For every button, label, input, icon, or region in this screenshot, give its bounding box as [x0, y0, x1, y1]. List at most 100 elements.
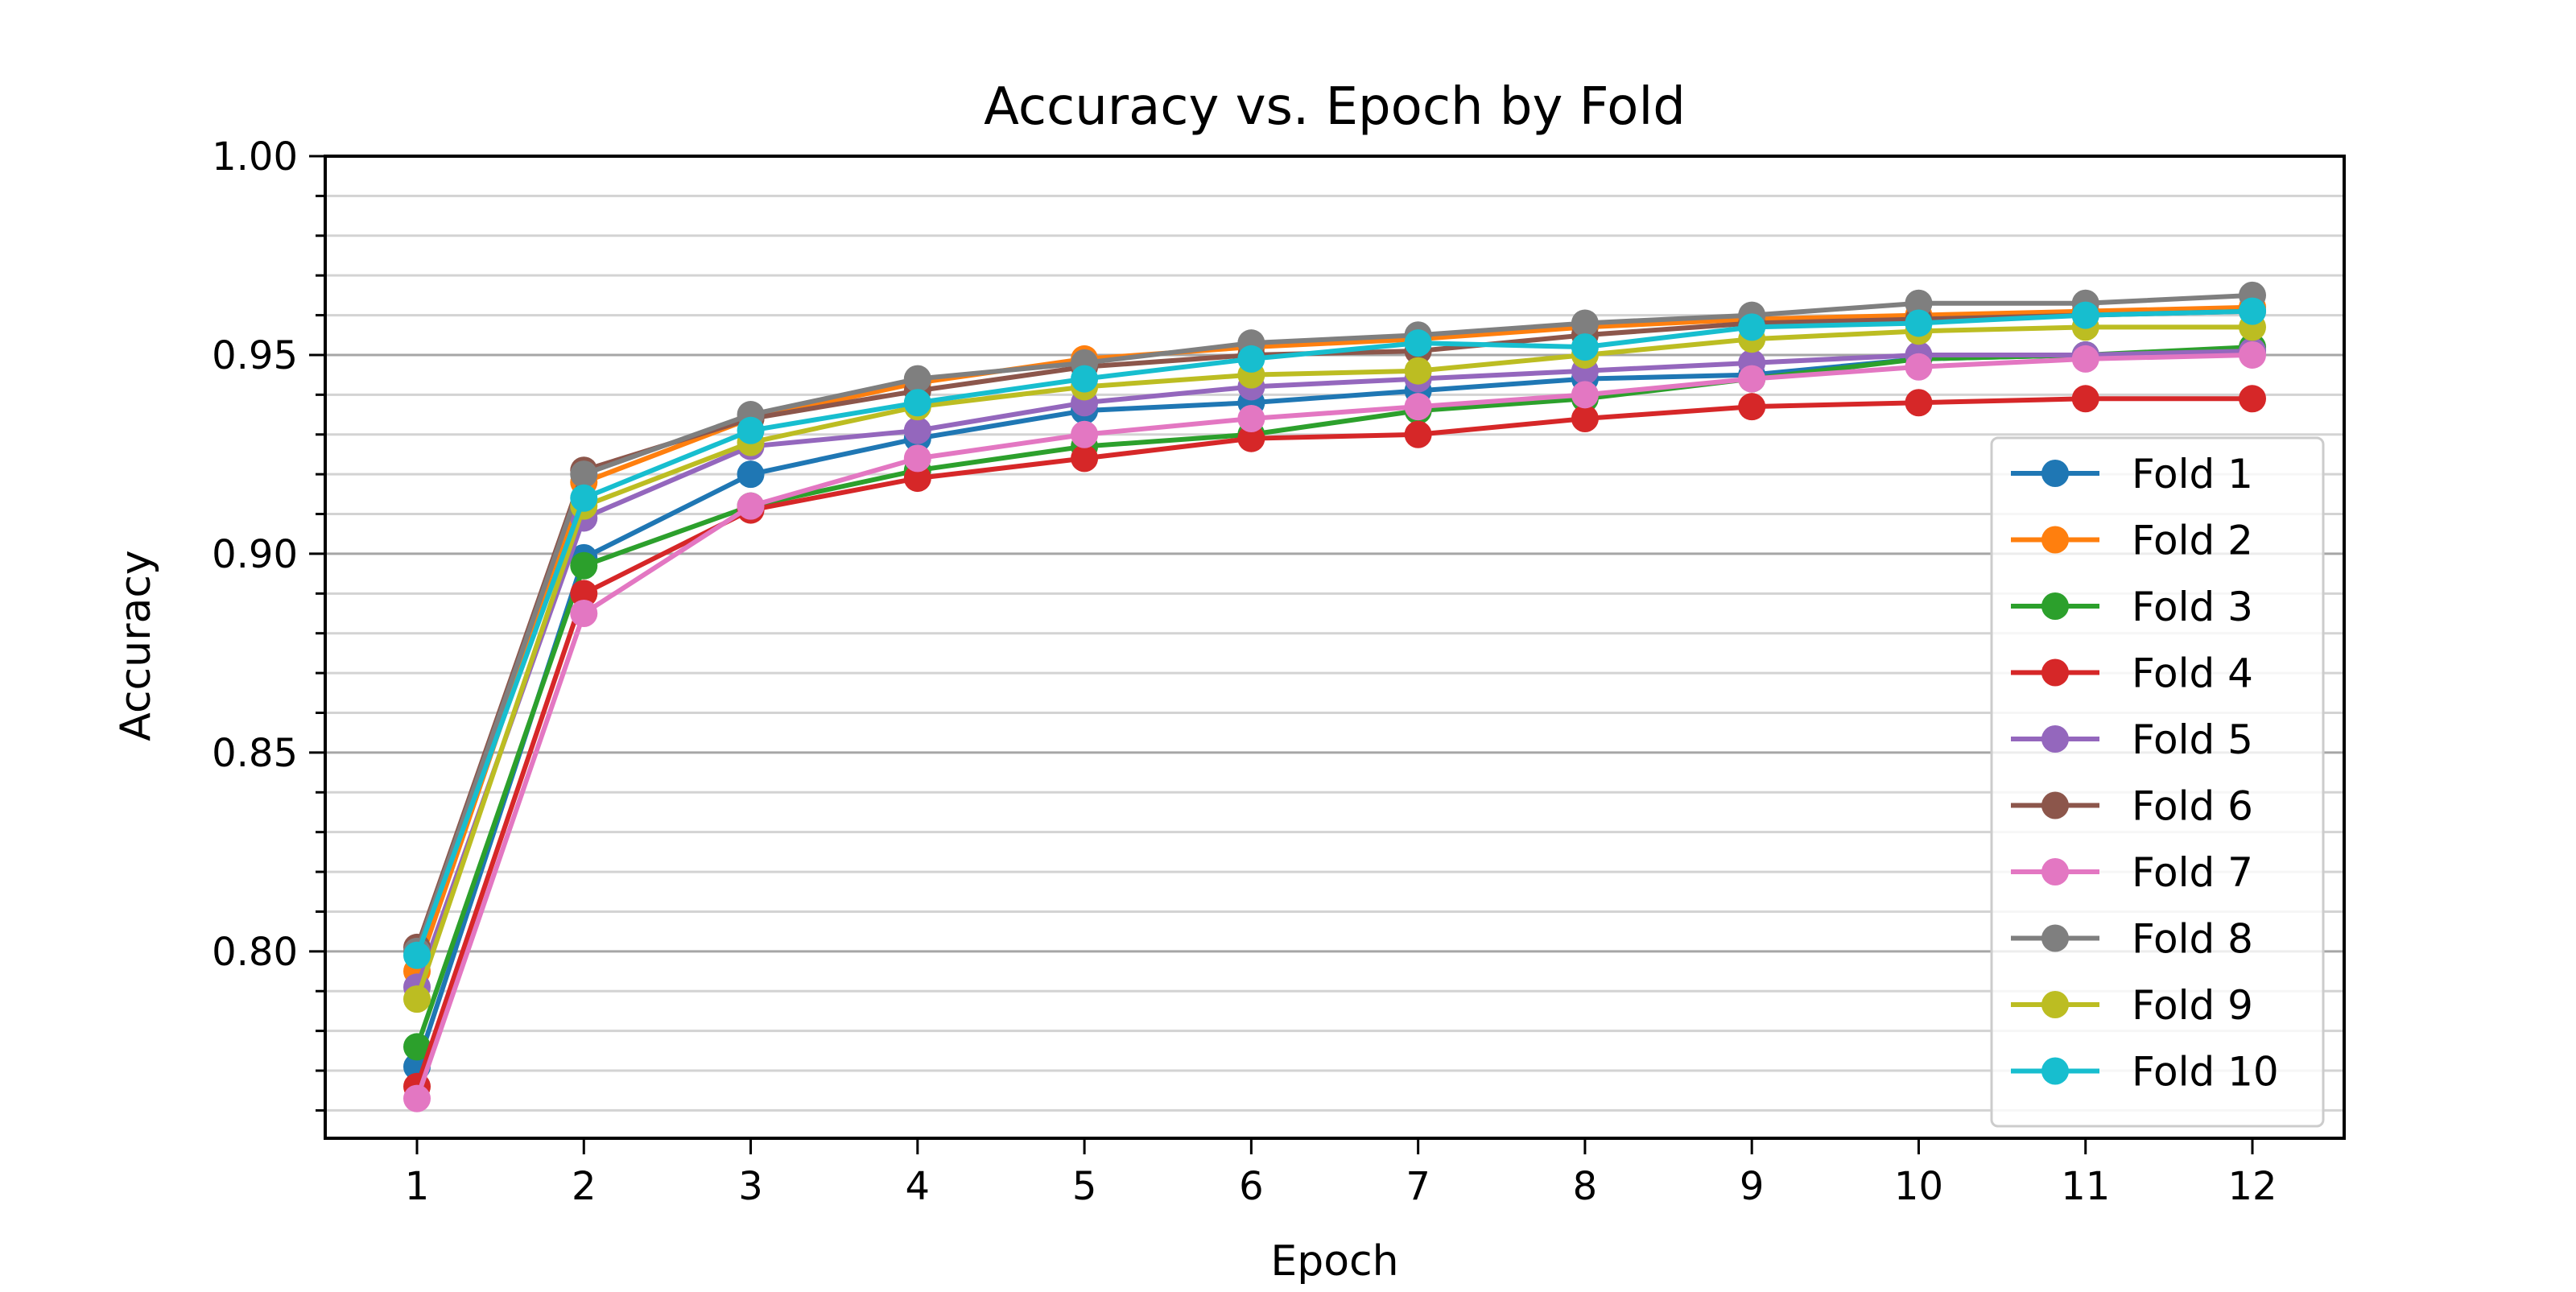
data-point [737, 416, 765, 444]
data-point [570, 484, 598, 512]
data-point [737, 492, 765, 520]
series-line [415, 349, 2253, 989]
x-tick-label: 12 [2227, 1164, 2277, 1209]
data-point [1071, 365, 1099, 393]
legend-marker [2041, 460, 2069, 487]
x-tick-label: 7 [1406, 1164, 1430, 1209]
x-tick-label: 8 [1573, 1164, 1598, 1209]
legend-item: Fold 3 [2011, 584, 2253, 630]
series-line [415, 345, 2253, 1048]
legend-label: Fold 10 [2132, 1049, 2279, 1096]
series-line [415, 324, 2252, 1001]
x-tick-label: 4 [906, 1164, 931, 1209]
x-tick-label: 9 [1740, 1164, 1765, 1209]
data-point [903, 389, 931, 417]
y-tick-label: 1.00 [212, 134, 298, 180]
series-fold-9 [403, 313, 2266, 1013]
data-point [1404, 357, 1432, 385]
data-point [1571, 309, 1599, 337]
chart-title: Accuracy vs. Epoch by Fold [984, 77, 1686, 137]
data-point [2239, 297, 2266, 325]
x-axis-ticks: 1 2 3 4 5 6 7 8 9 10 11 12 [405, 1138, 2277, 1209]
legend-marker [2041, 924, 2069, 952]
data-point [1905, 309, 1933, 337]
data-point [570, 551, 598, 580]
data-point [737, 460, 765, 489]
data-point [1905, 389, 1933, 417]
data-point [903, 416, 931, 444]
data-point [1404, 329, 1432, 357]
legend-marker [2041, 858, 2069, 885]
legend-item: Fold 6 [2011, 783, 2253, 830]
data-point [570, 600, 598, 628]
y-axis-ticks: 0.80 0.85 0.90 0.95 1.00 [212, 134, 325, 1112]
data-point [1738, 313, 1766, 341]
x-tick-label: 5 [1072, 1164, 1097, 1209]
data-point [1237, 404, 1265, 432]
data-point [2239, 341, 2266, 369]
data-point [1071, 420, 1099, 448]
legend-item: Fold 4 [2011, 650, 2253, 697]
series-line [415, 308, 2253, 956]
data-point [2071, 301, 2099, 329]
x-tick-label: 11 [2061, 1164, 2110, 1209]
data-point [1237, 345, 1265, 373]
legend-item: Fold 9 [2011, 982, 2253, 1029]
legend-label: Fold 1 [2132, 451, 2253, 497]
data-point [403, 941, 431, 969]
legend-marker [2041, 991, 2069, 1018]
legend-marker [2041, 725, 2069, 753]
data-point [1571, 381, 1599, 409]
x-tick-label: 3 [738, 1164, 763, 1209]
data-point [1738, 365, 1766, 393]
data-point [1071, 444, 1099, 473]
legend-marker [2041, 658, 2069, 687]
y-axis-label: Accuracy [112, 550, 160, 741]
data-point [2071, 385, 2099, 413]
data-point [2071, 345, 2099, 373]
data-point [903, 365, 931, 393]
legend-item: Fold 10 [2011, 1049, 2279, 1096]
legend-item: Fold 7 [2011, 849, 2253, 896]
legend-item: Fold 5 [2011, 716, 2253, 763]
data-point [1404, 420, 1432, 448]
data-point [903, 444, 931, 473]
legend-item: Fold 8 [2011, 916, 2253, 963]
legend-marker [2041, 791, 2069, 819]
data-point [570, 460, 598, 489]
legend-label: Fold 6 [2132, 783, 2253, 830]
data-point [570, 580, 598, 608]
legend-label: Fold 4 [2132, 650, 2253, 697]
x-tick-label: 1 [405, 1164, 430, 1209]
legend-item: Fold 1 [2011, 451, 2253, 497]
legend-box [1990, 436, 2325, 1128]
legend-label: Fold 9 [2132, 982, 2253, 1029]
legend-label: Fold 5 [2132, 716, 2253, 763]
series-line [415, 292, 2253, 952]
data-point [403, 985, 431, 1013]
legend-marker [2041, 526, 2069, 554]
legend-marker [2041, 592, 2069, 620]
data-point [1571, 404, 1599, 432]
data-point [1905, 353, 1933, 381]
y-tick-label: 0.90 [212, 532, 298, 577]
data-point [1237, 424, 1265, 452]
series-line [415, 352, 2253, 1100]
y-tick-label: 0.95 [212, 333, 298, 378]
legend-label: Fold 7 [2132, 849, 2253, 896]
legend-label: Fold 3 [2132, 584, 2253, 630]
data-point [1571, 333, 1599, 361]
x-tick-label: 2 [572, 1164, 597, 1209]
legend-marker [2041, 1057, 2069, 1085]
data-point [903, 464, 931, 493]
x-axis-label: Epoch [1270, 1237, 1398, 1286]
x-tick-label: 6 [1239, 1164, 1264, 1209]
legend-label: Fold 2 [2132, 518, 2253, 564]
data-point [1738, 393, 1766, 421]
y-tick-label: 0.85 [212, 731, 298, 776]
legend-item: Fold 2 [2011, 518, 2253, 564]
y-tick-label: 0.80 [212, 930, 298, 975]
plot-frame [324, 155, 2346, 1140]
data-point [403, 1084, 431, 1112]
data-series [403, 281, 2266, 1112]
